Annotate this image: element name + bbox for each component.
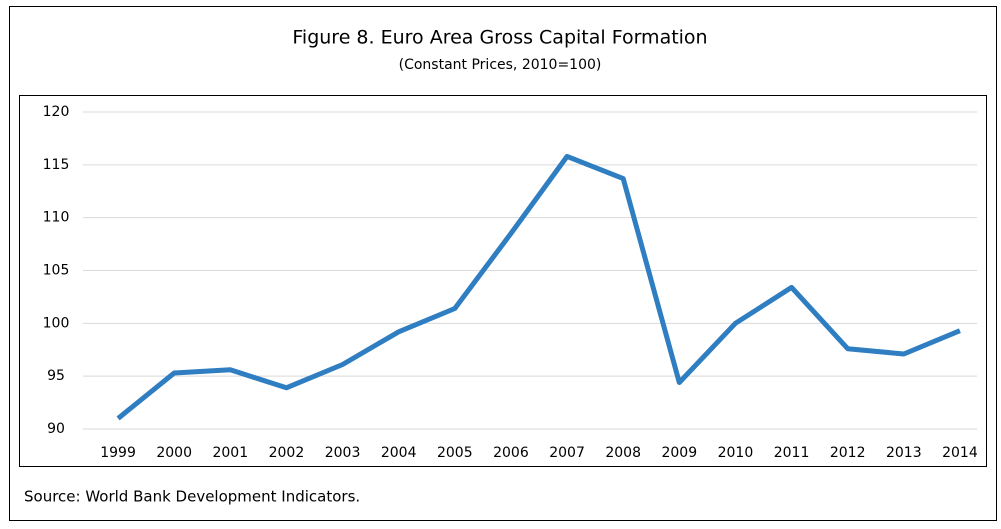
x-tick-label: 2010 <box>718 445 754 461</box>
x-tick-label: 2014 <box>942 445 978 461</box>
x-tick-label: 2012 <box>830 445 866 461</box>
y-tick-label: 120 <box>43 104 70 120</box>
data-line <box>116 153 961 421</box>
x-tick-label: 2013 <box>886 445 922 461</box>
x-tick-label: 2008 <box>605 445 641 461</box>
chart-subtitle: (Constant Prices, 2010=100) <box>399 57 602 73</box>
x-tick-label: 2011 <box>774 445 810 461</box>
y-tick-label: 115 <box>43 157 70 173</box>
source-note: Source: World Bank Development Indicator… <box>24 488 360 506</box>
y-tick-label: 110 <box>43 210 70 226</box>
outer-frame <box>9 6 997 521</box>
x-tick-label: 2002 <box>269 445 305 461</box>
y-tick-label: 105 <box>43 263 70 279</box>
x-tick-label: 2009 <box>661 445 697 461</box>
y-tick-label: 95 <box>47 368 65 384</box>
x-tick-label: 2007 <box>549 445 585 461</box>
x-tick-label: 2001 <box>212 445 248 461</box>
x-tick-label: 2006 <box>493 445 529 461</box>
x-tick-label: 2004 <box>381 445 417 461</box>
chart-title: Figure 8. Euro Area Gross Capital Format… <box>292 27 707 49</box>
x-tick-label: 1999 <box>100 445 136 461</box>
y-tick-label: 90 <box>47 421 65 437</box>
plot-frame <box>19 95 987 467</box>
y-tick-label: 100 <box>43 315 70 331</box>
x-tick-label: 2000 <box>156 445 192 461</box>
x-tick-label: 2005 <box>437 445 473 461</box>
x-tick-label: 2003 <box>325 445 361 461</box>
